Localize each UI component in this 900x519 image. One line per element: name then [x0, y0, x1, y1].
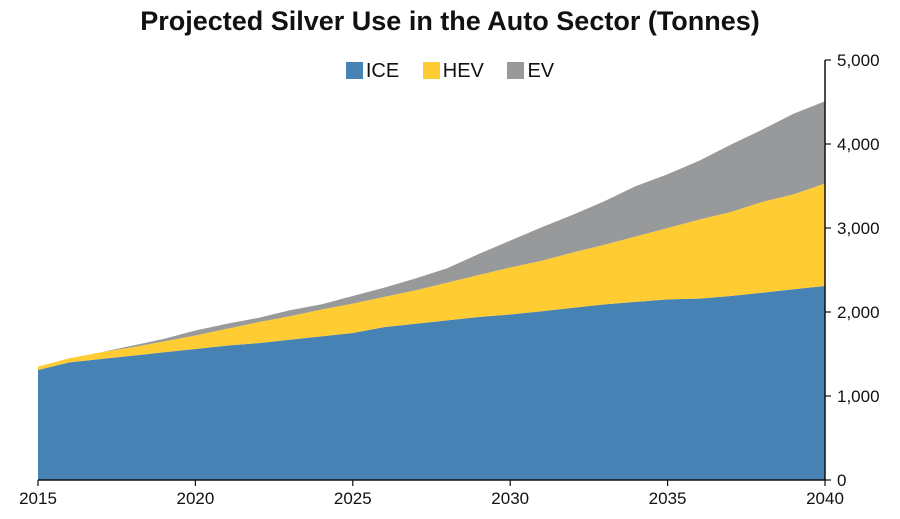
x-tick-label-2025: 2025	[334, 489, 372, 508]
y-tick-label-3: 3,000	[837, 219, 880, 238]
x-tick-label-2040: 2040	[806, 489, 844, 508]
y-tick-label-4: 4,000	[837, 135, 880, 154]
y-tick-label-2: 2,000	[837, 303, 880, 322]
legend-swatch-hev	[422, 62, 440, 80]
legend-swatch-ice	[345, 62, 363, 80]
x-tick-label-2030: 2030	[491, 489, 529, 508]
y-tick-label-5: 5,000	[837, 51, 880, 70]
legend-item-hev: HEV	[422, 60, 484, 83]
legend-label-hev: HEV	[442, 60, 484, 83]
x-tick-label-2015: 2015	[19, 489, 57, 508]
chart-title: Projected Silver Use in the Auto Sector …	[140, 6, 760, 36]
y-tick-label-0: 0	[837, 471, 846, 490]
x-tick-label-2020: 2020	[176, 489, 214, 508]
area-ice	[38, 286, 825, 480]
legend-swatch-ev	[507, 62, 525, 80]
legend-label-ice: ICE	[365, 60, 400, 83]
y-tick-label-1: 1,000	[837, 387, 880, 406]
legend-label-ev: EV	[527, 60, 555, 83]
legend: ICE HEV EV	[0, 60, 900, 83]
legend-item-ev: EV	[507, 60, 554, 83]
x-tick-label-2035: 2035	[649, 489, 687, 508]
area-hev	[38, 183, 825, 370]
legend-item-ice: ICE	[345, 60, 400, 83]
